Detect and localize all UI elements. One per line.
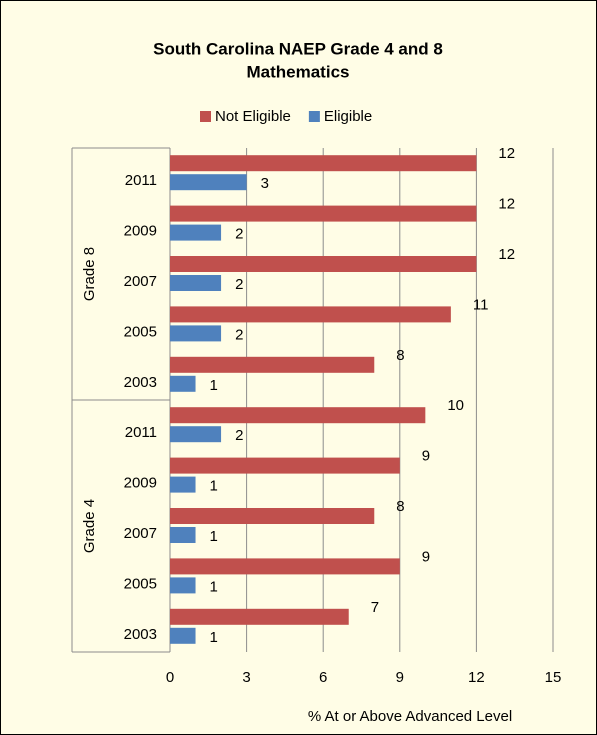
y-tick-label: 2007 [124,273,157,290]
bar [170,457,400,474]
bar [170,356,375,373]
legend-swatch [200,111,211,122]
bar [170,476,196,493]
data-label: 8 [396,347,404,364]
bar [170,205,477,222]
legend-label: Eligible [324,108,372,125]
bar [170,275,222,291]
data-label: 1 [210,528,218,545]
bar [170,577,196,594]
bar [170,325,222,342]
data-label: 12 [498,196,515,213]
x-axis-title: % At or Above Advanced Level [308,708,512,725]
data-label: 1 [210,377,218,394]
bar [170,375,196,392]
y-tick-label: 2011 [125,172,157,189]
y-tick-label: 2003 [124,626,157,643]
chart-title: South Carolina NAEP Grade 4 and 8 [153,39,443,58]
y-tick-label: 2009 [124,223,157,240]
bar [170,224,222,241]
data-label: 8 [396,498,404,515]
x-tick-label: 6 [319,669,327,686]
data-label: 12 [498,145,515,162]
y-tick-label: 2007 [124,525,157,542]
x-tick-label: 12 [468,669,485,686]
group-label: Grade 8 [81,247,98,301]
bar [170,627,196,644]
data-label: 2 [235,427,243,444]
y-tick-label: 2009 [124,475,157,492]
bar [170,155,477,172]
bar [170,407,426,424]
data-label: 2 [235,276,243,293]
data-label: 3 [261,175,269,192]
group-label: Grade 4 [81,499,98,553]
data-label: 2 [235,226,243,243]
bar [170,608,349,625]
bar [170,558,400,575]
data-label: 9 [422,448,430,465]
chart-title: Mathematics [247,62,350,81]
legend-swatch [308,111,320,122]
y-tick-label: 2003 [124,374,157,391]
bar [170,508,375,524]
data-label: 7 [371,599,379,616]
bar [170,174,247,191]
y-tick-label: 2005 [124,323,157,340]
data-label: 11 [473,296,489,313]
bar [170,256,477,272]
y-tick-label: 2011 [125,424,157,441]
bar [170,306,451,323]
data-label: 9 [422,548,430,565]
data-label: 10 [447,397,464,414]
data-label: 12 [498,246,515,263]
legend-label: Not Eligible [215,108,291,125]
x-tick-label: 3 [242,669,250,686]
y-tick-label: 2005 [124,575,157,592]
data-label: 1 [210,578,218,595]
x-tick-label: 0 [166,669,174,686]
data-label: 1 [210,629,218,646]
x-tick-label: 9 [396,669,404,686]
x-tick-label: 15 [545,669,562,686]
bar [170,527,196,543]
data-label: 1 [210,478,218,495]
bar [170,426,222,443]
data-label: 2 [235,326,243,343]
